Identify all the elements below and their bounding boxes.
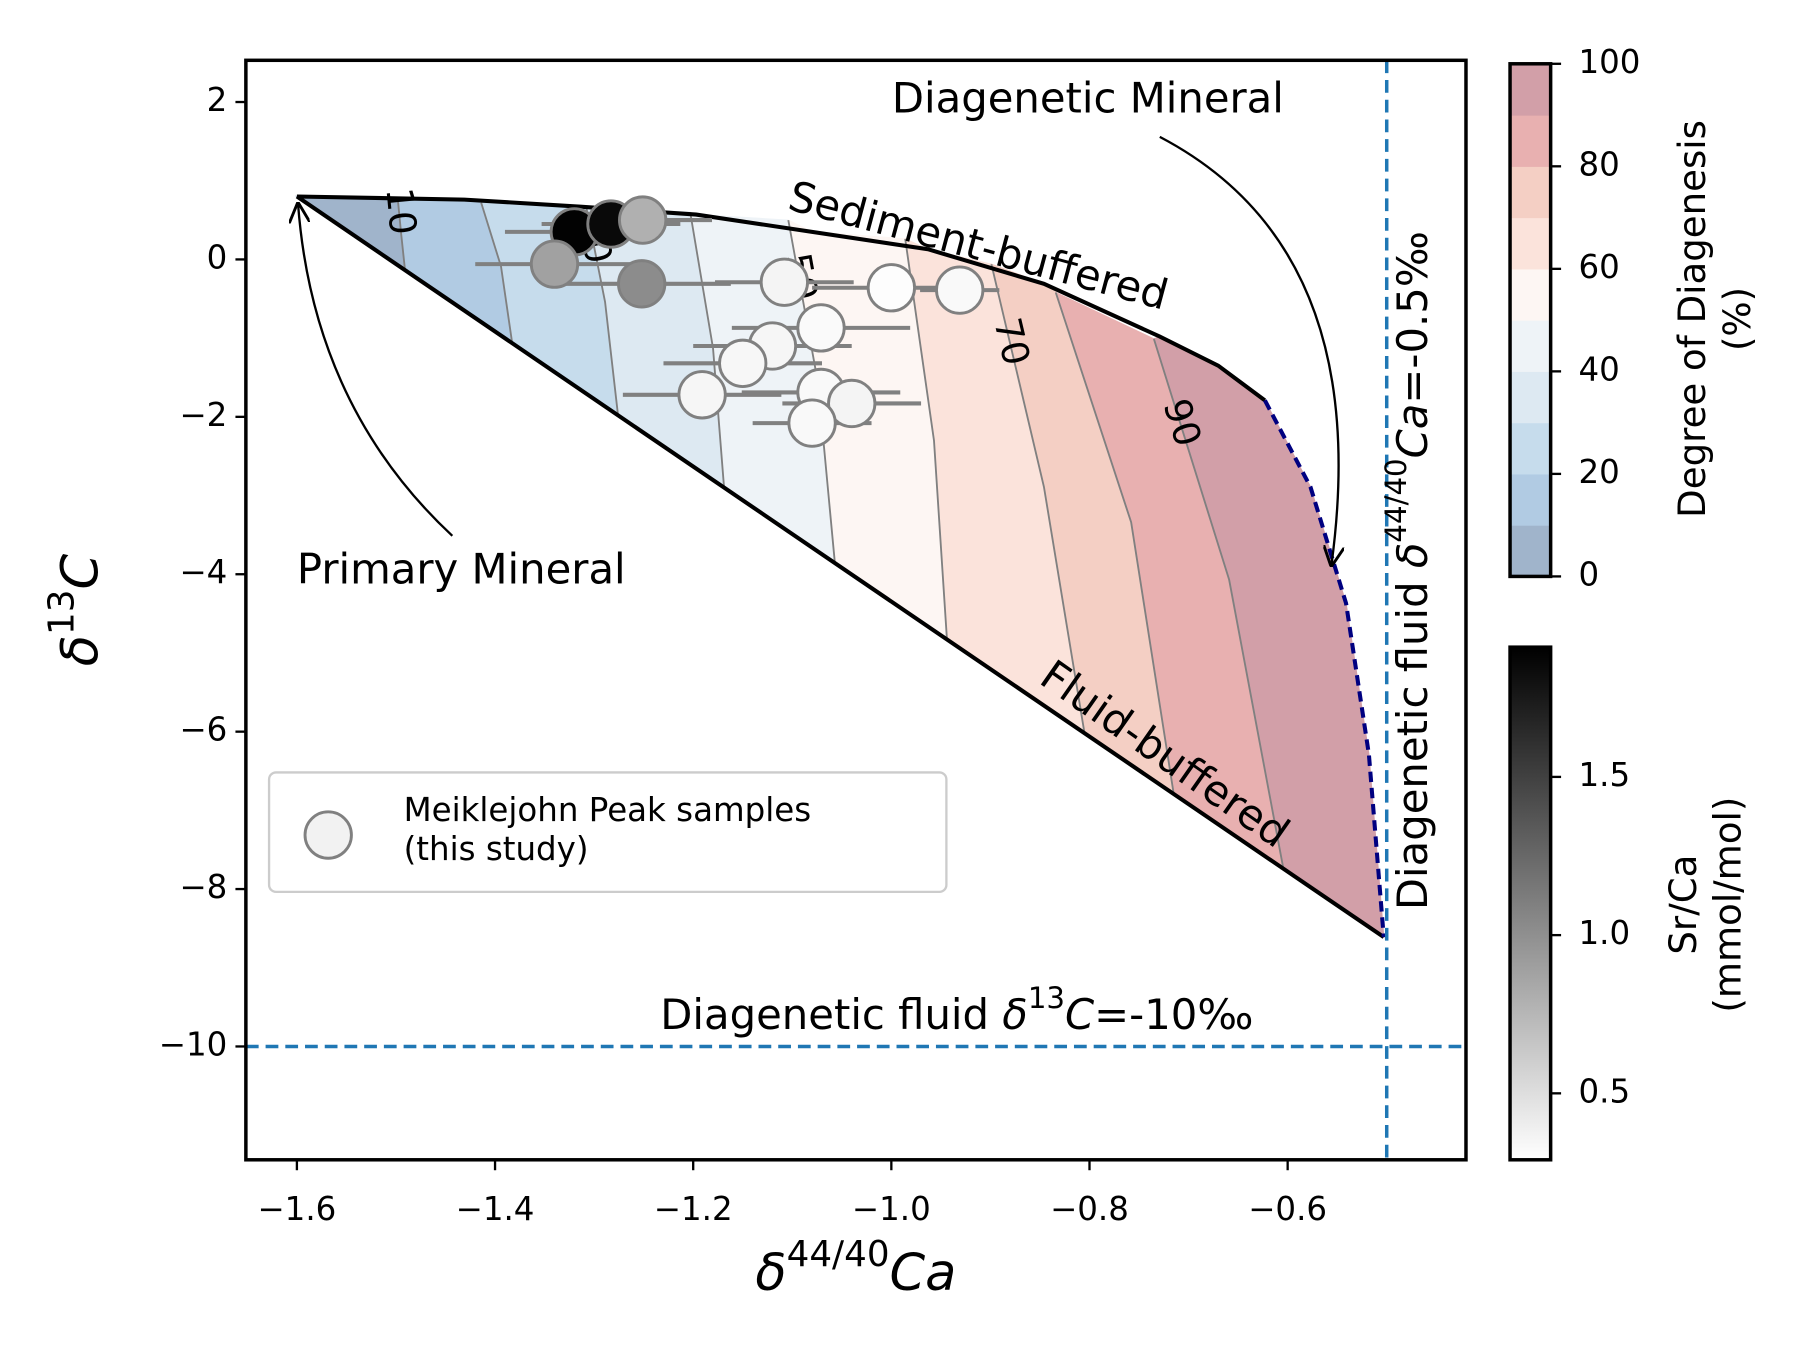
label-part: Ca: [1387, 404, 1436, 459]
colorbar-band: [1510, 217, 1551, 270]
y-tick-label: 2: [207, 81, 228, 119]
label-part: δ: [1387, 543, 1436, 569]
vline-label: Diagenetic fluid δ44/40Ca=-0.5‰: [1379, 231, 1437, 910]
colorbar-band: [1510, 166, 1551, 219]
data-point: [529, 239, 580, 289]
arrow: [298, 204, 454, 537]
colorbar-label: Degree of Diagenesis(%): [1671, 120, 1759, 518]
x-tick-label: −0.6: [1248, 1190, 1327, 1228]
x-tick-label: −1.2: [654, 1190, 733, 1228]
y-tick-label: −10: [159, 1025, 228, 1063]
label-part: Ca: [890, 1244, 957, 1303]
label-part: =-10‰: [1094, 990, 1253, 1039]
colorbar-gradient: [1508, 645, 1553, 1162]
overlay: Primary Mineral Diagenetic Mineral Sedim…: [41, 43, 1758, 1303]
colorbar-tick-label: 0: [1578, 555, 1599, 593]
colorbar-band: [1510, 63, 1551, 116]
contour-line: [689, 212, 725, 487]
x-axis-label: δ44/40Ca: [755, 1233, 956, 1303]
data-point: [796, 303, 846, 353]
colorbar-tick-label: 20: [1578, 453, 1619, 491]
legend-marker: [303, 810, 353, 860]
colorbar-band: [1510, 268, 1551, 321]
label-part: δ: [52, 635, 111, 666]
colorbar-band: [1510, 115, 1551, 167]
x-tick-label: −1.4: [456, 1190, 535, 1228]
colorbar-tick-label: 0.5: [1578, 1072, 1630, 1110]
contour-label: 10: [377, 186, 424, 237]
y-tick-label: −4: [179, 553, 227, 591]
y-tick-label: 0: [207, 238, 228, 276]
label-part: δ: [1002, 990, 1028, 1039]
plot-frame: [244, 58, 1468, 1162]
label-part: 44/40: [1379, 458, 1413, 542]
colorbar-band: [1510, 320, 1551, 372]
arrow: [1159, 135, 1339, 565]
data-point: [677, 370, 727, 420]
colorbar-band: [1510, 422, 1551, 475]
colorbar-tick-label: 60: [1578, 248, 1619, 286]
colorbar-tick-label: 1.5: [1578, 756, 1630, 794]
legend-label: Meiklejohn Peak samples (this study): [404, 791, 812, 868]
y-axis-label: δ13C: [41, 554, 110, 667]
colorbar-band: [1510, 371, 1551, 424]
fluid-buffered-line: [295, 194, 1385, 939]
hline-label: Diagenetic fluid δ13C=-10‰: [660, 981, 1253, 1038]
x-tick-label: −1.0: [852, 1190, 931, 1228]
diagenetic-end-line: [1263, 399, 1386, 938]
data-point: [827, 378, 877, 429]
data-point: [787, 398, 837, 448]
contour-line: [1054, 292, 1175, 795]
colorbar-tick-label: 1.0: [1578, 914, 1630, 952]
colorbar-label: Sr/Ca(mmol/mol): [1661, 797, 1749, 1013]
label-part: Diagenetic fluid: [1387, 568, 1436, 910]
contour-line: [1152, 338, 1285, 871]
colorbar-tick-label: 80: [1578, 145, 1619, 183]
label-part: δ: [755, 1244, 786, 1303]
label-part: C: [52, 554, 111, 590]
plot-area: 1030507090: [245, 60, 1466, 1160]
x-tick-label: −1.6: [257, 1190, 336, 1228]
data-point: [759, 257, 809, 307]
data-point: [617, 259, 667, 309]
data-point: [718, 338, 768, 388]
x-tick-label: −0.8: [1050, 1190, 1129, 1228]
colorbar-tick-label: 40: [1578, 350, 1619, 388]
colorbar-frame: [1508, 62, 1553, 579]
colorbar-band: [1510, 473, 1551, 526]
colorbar-band: [1510, 525, 1551, 577]
contour-line: [904, 238, 948, 639]
contour-label: 70: [985, 314, 1038, 370]
label-part: Diagenetic fluid: [660, 990, 1002, 1039]
data-point: [618, 195, 668, 245]
data-point: [866, 263, 916, 313]
y-tick-label: −6: [179, 711, 227, 749]
annotation: Diagenetic Mineral: [892, 73, 1284, 122]
label-part: C: [1065, 990, 1095, 1039]
label-part: 13: [1028, 981, 1065, 1015]
label-part: 13: [41, 590, 82, 635]
contour-line: [990, 263, 1086, 734]
label-part: =-0.5‰: [1387, 231, 1436, 403]
colorbar-tick-label: 100: [1578, 43, 1640, 81]
data-point: [935, 265, 985, 315]
y-tick-label: −2: [179, 396, 227, 434]
annotation: Primary Mineral: [297, 544, 626, 593]
contour-line: [397, 200, 406, 269]
sediment-buffered-line: [296, 194, 1267, 402]
y-tick-label: −8: [179, 868, 227, 906]
contour-line: [480, 202, 513, 342]
label-part: 44/40: [787, 1233, 890, 1274]
legend-box: [267, 771, 948, 894]
